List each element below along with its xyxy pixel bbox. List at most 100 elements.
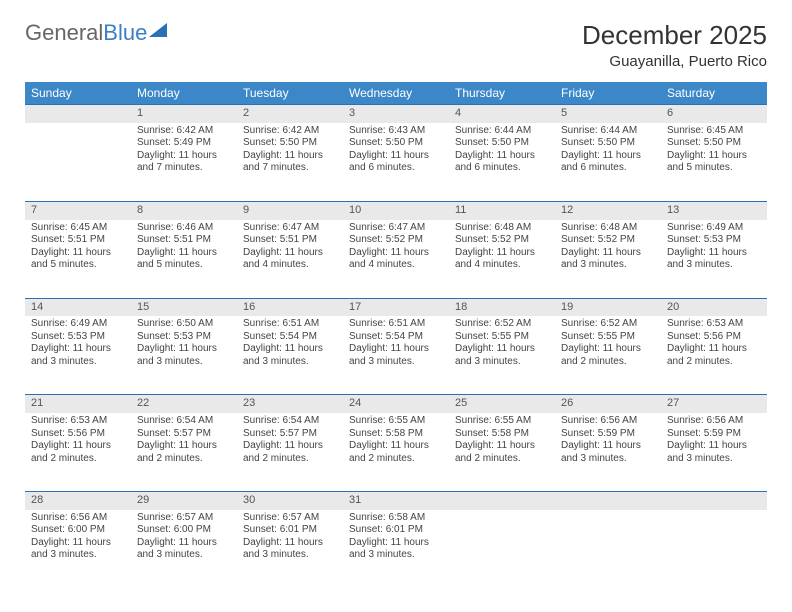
day-info-cell: Sunrise: 6:54 AMSunset: 5:57 PMDaylight:… xyxy=(131,413,237,492)
day-number-cell: 17 xyxy=(343,298,449,316)
sunrise-text: Sunrise: 6:49 AM xyxy=(31,318,125,331)
sunset-text: Sunset: 5:51 PM xyxy=(137,234,231,247)
day-number-cell: 3 xyxy=(343,105,449,123)
day-number-cell: 9 xyxy=(237,201,343,219)
sunrise-text: Sunrise: 6:52 AM xyxy=(561,318,655,331)
day-info-cell: Sunrise: 6:49 AMSunset: 5:53 PMDaylight:… xyxy=(661,220,767,299)
sunrise-text: Sunrise: 6:52 AM xyxy=(455,318,549,331)
sunrise-text: Sunrise: 6:49 AM xyxy=(667,222,761,235)
daylight-text: Daylight: 11 hours and 2 minutes. xyxy=(31,440,125,465)
sunrise-text: Sunrise: 6:45 AM xyxy=(667,125,761,138)
sunset-text: Sunset: 5:50 PM xyxy=(349,137,443,150)
sunset-text: Sunset: 5:54 PM xyxy=(349,331,443,344)
weekday-header: Friday xyxy=(555,82,661,105)
sunset-text: Sunset: 5:51 PM xyxy=(31,234,125,247)
day-number-cell: 12 xyxy=(555,201,661,219)
daylight-text: Daylight: 11 hours and 3 minutes. xyxy=(137,343,231,368)
day-info-cell: Sunrise: 6:45 AMSunset: 5:51 PMDaylight:… xyxy=(25,220,131,299)
sunset-text: Sunset: 5:55 PM xyxy=(455,331,549,344)
sunset-text: Sunset: 6:00 PM xyxy=(137,524,231,537)
daylight-text: Daylight: 11 hours and 2 minutes. xyxy=(667,343,761,368)
day-number-cell xyxy=(555,492,661,510)
daylight-text: Daylight: 11 hours and 3 minutes. xyxy=(31,343,125,368)
daylight-text: Daylight: 11 hours and 3 minutes. xyxy=(455,343,549,368)
sunset-text: Sunset: 6:00 PM xyxy=(31,524,125,537)
sunset-text: Sunset: 5:59 PM xyxy=(667,428,761,441)
sunset-text: Sunset: 5:50 PM xyxy=(455,137,549,150)
sunset-text: Sunset: 5:50 PM xyxy=(243,137,337,150)
daynum-row: 28293031 xyxy=(25,492,767,510)
day-number-cell: 31 xyxy=(343,492,449,510)
sunset-text: Sunset: 5:52 PM xyxy=(455,234,549,247)
brand-part2: Blue xyxy=(103,20,147,46)
sunset-text: Sunset: 5:56 PM xyxy=(31,428,125,441)
day-info-cell xyxy=(555,510,661,588)
day-info-row: Sunrise: 6:56 AMSunset: 6:00 PMDaylight:… xyxy=(25,510,767,588)
sunset-text: Sunset: 5:53 PM xyxy=(137,331,231,344)
sunrise-text: Sunrise: 6:58 AM xyxy=(349,512,443,525)
sunset-text: Sunset: 5:49 PM xyxy=(137,137,231,150)
sunset-text: Sunset: 6:01 PM xyxy=(349,524,443,537)
daylight-text: Daylight: 11 hours and 3 minutes. xyxy=(243,537,337,562)
day-number-cell: 19 xyxy=(555,298,661,316)
day-number-cell xyxy=(449,492,555,510)
daynum-row: 123456 xyxy=(25,105,767,123)
sunrise-text: Sunrise: 6:57 AM xyxy=(243,512,337,525)
day-number-cell: 8 xyxy=(131,201,237,219)
day-info-cell: Sunrise: 6:51 AMSunset: 5:54 PMDaylight:… xyxy=(237,316,343,395)
weekday-header: Thursday xyxy=(449,82,555,105)
daylight-text: Daylight: 11 hours and 2 minutes. xyxy=(137,440,231,465)
day-info-row: Sunrise: 6:53 AMSunset: 5:56 PMDaylight:… xyxy=(25,413,767,492)
day-number-cell: 18 xyxy=(449,298,555,316)
day-info-cell: Sunrise: 6:48 AMSunset: 5:52 PMDaylight:… xyxy=(449,220,555,299)
day-info-cell: Sunrise: 6:56 AMSunset: 5:59 PMDaylight:… xyxy=(555,413,661,492)
sunset-text: Sunset: 5:50 PM xyxy=(561,137,655,150)
sunrise-text: Sunrise: 6:53 AM xyxy=(31,415,125,428)
daylight-text: Daylight: 11 hours and 3 minutes. xyxy=(243,343,337,368)
day-info-cell: Sunrise: 6:46 AMSunset: 5:51 PMDaylight:… xyxy=(131,220,237,299)
daylight-text: Daylight: 11 hours and 4 minutes. xyxy=(243,247,337,272)
sunrise-text: Sunrise: 6:43 AM xyxy=(349,125,443,138)
daylight-text: Daylight: 11 hours and 4 minutes. xyxy=(349,247,443,272)
daylight-text: Daylight: 11 hours and 6 minutes. xyxy=(455,150,549,175)
sunset-text: Sunset: 5:55 PM xyxy=(561,331,655,344)
daylight-text: Daylight: 11 hours and 2 minutes. xyxy=(561,343,655,368)
daylight-text: Daylight: 11 hours and 3 minutes. xyxy=(349,343,443,368)
day-info-cell: Sunrise: 6:57 AMSunset: 6:00 PMDaylight:… xyxy=(131,510,237,588)
day-info-cell: Sunrise: 6:44 AMSunset: 5:50 PMDaylight:… xyxy=(449,123,555,202)
day-number-cell: 6 xyxy=(661,105,767,123)
day-info-cell: Sunrise: 6:47 AMSunset: 5:51 PMDaylight:… xyxy=(237,220,343,299)
day-number-cell: 15 xyxy=(131,298,237,316)
sunset-text: Sunset: 5:53 PM xyxy=(31,331,125,344)
sunrise-text: Sunrise: 6:42 AM xyxy=(243,125,337,138)
daylight-text: Daylight: 11 hours and 3 minutes. xyxy=(667,247,761,272)
sunrise-text: Sunrise: 6:54 AM xyxy=(243,415,337,428)
location-label: Guayanilla, Puerto Rico xyxy=(582,53,767,70)
daylight-text: Daylight: 11 hours and 2 minutes. xyxy=(455,440,549,465)
sunrise-text: Sunrise: 6:55 AM xyxy=(349,415,443,428)
day-number-cell: 21 xyxy=(25,395,131,413)
daylight-text: Daylight: 11 hours and 3 minutes. xyxy=(667,440,761,465)
sunset-text: Sunset: 6:01 PM xyxy=(243,524,337,537)
day-info-cell: Sunrise: 6:52 AMSunset: 5:55 PMDaylight:… xyxy=(449,316,555,395)
day-info-cell: Sunrise: 6:51 AMSunset: 5:54 PMDaylight:… xyxy=(343,316,449,395)
sunrise-text: Sunrise: 6:46 AM xyxy=(137,222,231,235)
day-number-cell: 22 xyxy=(131,395,237,413)
day-number-cell: 20 xyxy=(661,298,767,316)
daylight-text: Daylight: 11 hours and 6 minutes. xyxy=(561,150,655,175)
daylight-text: Daylight: 11 hours and 3 minutes. xyxy=(31,537,125,562)
day-number-cell xyxy=(661,492,767,510)
daylight-text: Daylight: 11 hours and 5 minutes. xyxy=(137,247,231,272)
day-info-cell: Sunrise: 6:56 AMSunset: 5:59 PMDaylight:… xyxy=(661,413,767,492)
sunrise-text: Sunrise: 6:53 AM xyxy=(667,318,761,331)
sunrise-text: Sunrise: 6:48 AM xyxy=(455,222,549,235)
weekday-header: Sunday xyxy=(25,82,131,105)
day-info-cell: Sunrise: 6:55 AMSunset: 5:58 PMDaylight:… xyxy=(343,413,449,492)
day-info-cell xyxy=(25,123,131,202)
day-info-cell: Sunrise: 6:50 AMSunset: 5:53 PMDaylight:… xyxy=(131,316,237,395)
day-number-cell: 10 xyxy=(343,201,449,219)
day-info-cell: Sunrise: 6:57 AMSunset: 6:01 PMDaylight:… xyxy=(237,510,343,588)
day-number-cell: 29 xyxy=(131,492,237,510)
daylight-text: Daylight: 11 hours and 7 minutes. xyxy=(137,150,231,175)
daylight-text: Daylight: 11 hours and 3 minutes. xyxy=(561,440,655,465)
